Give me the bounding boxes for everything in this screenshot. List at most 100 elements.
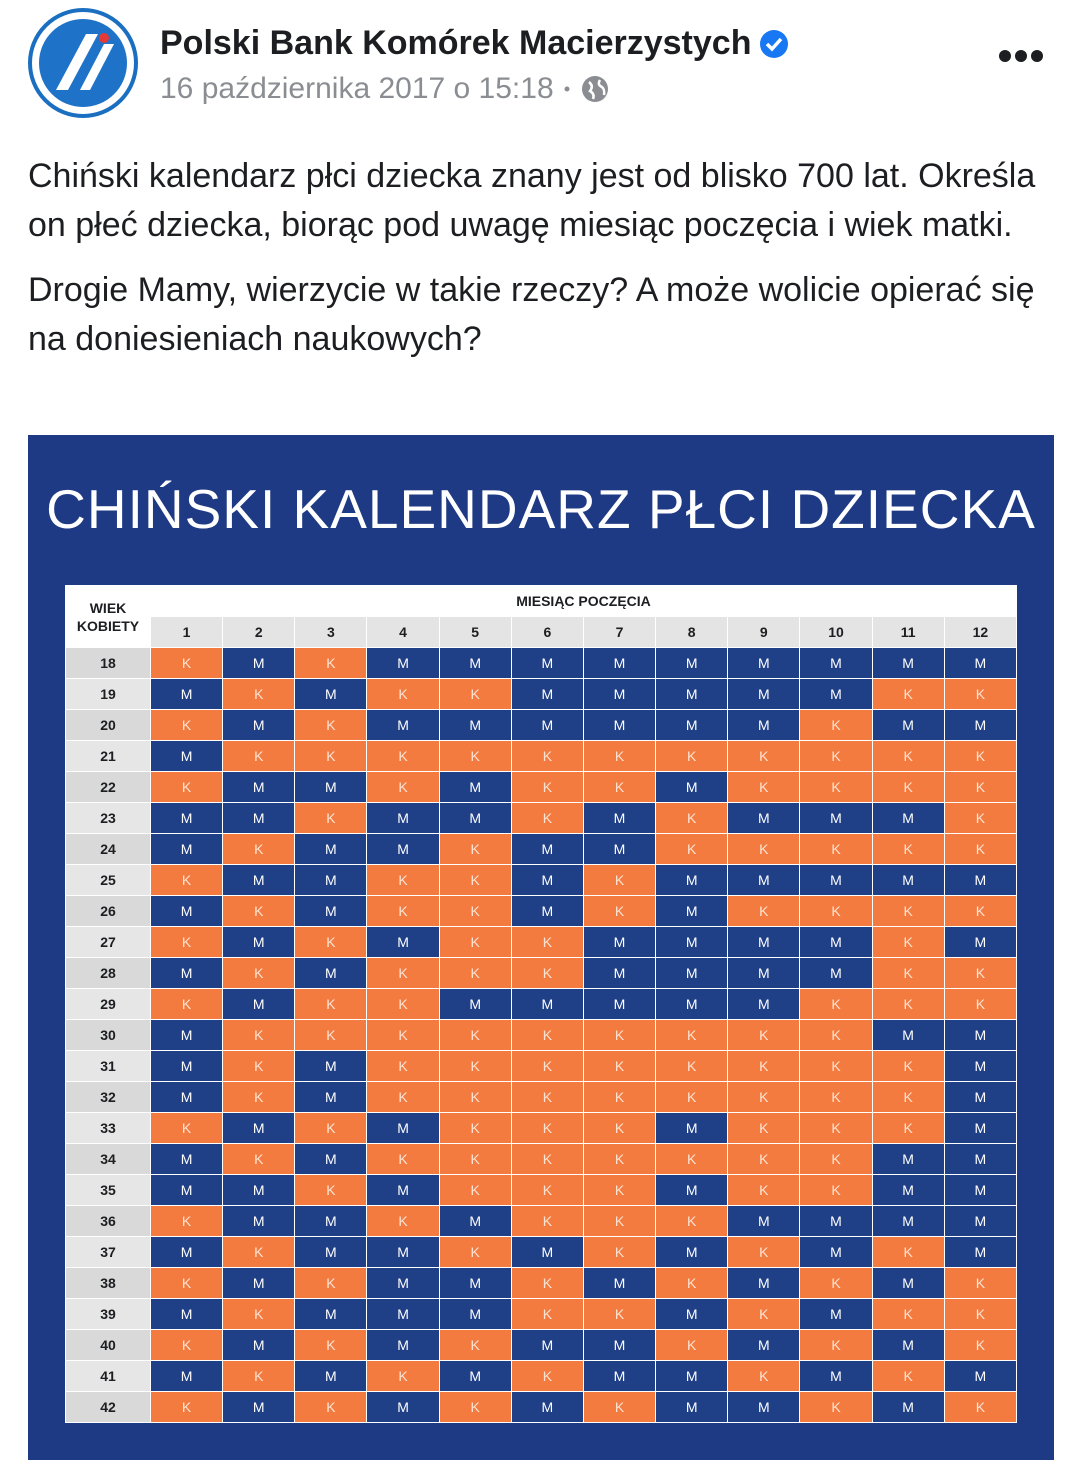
avatar[interactable]	[28, 8, 138, 118]
age-row: 33 K M K M K K K M K K K M	[65, 1112, 1018, 1144]
cell: M	[943, 1236, 1018, 1268]
cell: M	[149, 1174, 224, 1206]
name-row: Polski Bank Komórek Macierzystych	[160, 24, 789, 63]
cell: M	[727, 926, 801, 958]
cell: M	[149, 1081, 224, 1113]
cell: M	[366, 1112, 440, 1144]
age-row: 26 M K M K K M K M K K K K	[65, 895, 1018, 927]
cell: K	[366, 1360, 440, 1392]
cell: K	[510, 1081, 584, 1113]
cell: K	[294, 1329, 368, 1361]
cell: K	[871, 833, 945, 865]
cell: M	[438, 1298, 512, 1330]
cell: M	[727, 647, 801, 679]
cell: K	[582, 1391, 657, 1423]
post-image[interactable]: CHIŃSKI KALENDARZ PŁCI DZIECKA WIEK KOBIE…	[28, 435, 1054, 1460]
cell: K	[294, 926, 368, 958]
cell: K	[149, 1267, 224, 1299]
cell: K	[943, 988, 1018, 1020]
month-number: 3	[294, 616, 368, 648]
age-row: 39 M K M M M K K M K M K K	[65, 1298, 1018, 1330]
cell: M	[294, 1298, 368, 1330]
cell: M	[655, 771, 729, 803]
cell: M	[582, 802, 657, 834]
more-options[interactable]	[998, 48, 1044, 64]
cell: M	[655, 647, 729, 679]
cell: K	[582, 1236, 657, 1268]
age-row: 42 K M K M K M K M M K M K	[65, 1391, 1018, 1423]
cell: K	[438, 1143, 512, 1175]
page-name[interactable]: Polski Bank Komórek Macierzystych	[160, 24, 752, 62]
cell: K	[655, 1143, 729, 1175]
cell: K	[871, 1236, 945, 1268]
cell: M	[727, 802, 801, 834]
age: 25	[65, 864, 151, 896]
cell: M	[655, 1236, 729, 1268]
age: 32	[65, 1081, 151, 1113]
age-row: 35 M M K M K K K M K K M M	[65, 1174, 1018, 1206]
cell: M	[582, 647, 657, 679]
cell: M	[655, 864, 729, 896]
cell: M	[582, 1267, 657, 1299]
cell: K	[149, 1329, 224, 1361]
cell: M	[510, 833, 584, 865]
cell: K	[871, 1112, 945, 1144]
age: 30	[65, 1019, 151, 1051]
cell: K	[582, 1112, 657, 1144]
cell: M	[510, 864, 584, 896]
cell: M	[366, 1236, 440, 1268]
paragraph: Drogie Mamy, wierzycie w takie rzeczy? A…	[28, 271, 1035, 358]
cell: K	[799, 1050, 873, 1082]
age: 41	[65, 1360, 151, 1392]
cell: M	[582, 1329, 657, 1361]
cell: K	[943, 678, 1018, 710]
cell: M	[871, 709, 945, 741]
cell: M	[222, 1174, 296, 1206]
cell: M	[294, 957, 368, 989]
cell: K	[727, 1360, 801, 1392]
cell: K	[943, 833, 1018, 865]
cell: M	[943, 1112, 1018, 1144]
cell: M	[222, 647, 296, 679]
cell: M	[294, 864, 368, 896]
cell: M	[366, 1391, 440, 1423]
cell: K	[222, 1019, 296, 1051]
cell: K	[871, 957, 945, 989]
cell: M	[943, 1205, 1018, 1237]
age-row: 30 M K K K K K K K K K M M	[65, 1019, 1018, 1051]
cell: K	[438, 678, 512, 710]
cell: K	[149, 771, 224, 803]
cell: K	[582, 740, 657, 772]
cell: K	[799, 1112, 873, 1144]
cell: K	[655, 1205, 729, 1237]
cell: M	[510, 988, 584, 1020]
cell: K	[438, 1081, 512, 1113]
cell: K	[366, 771, 440, 803]
cell: K	[799, 895, 873, 927]
cell: K	[799, 771, 873, 803]
cell: K	[510, 771, 584, 803]
cell: K	[510, 802, 584, 834]
cell: K	[438, 957, 512, 989]
cell: K	[582, 895, 657, 927]
month-header: MIESIĄC POCZĘCIA	[150, 585, 1017, 617]
cell: M	[871, 1329, 945, 1361]
post-date[interactable]: 16 października 2017 o 15:18	[160, 72, 554, 105]
cell: M	[799, 1360, 873, 1392]
age: 31	[65, 1050, 151, 1082]
cell: K	[510, 1143, 584, 1175]
cell: K	[510, 1298, 584, 1330]
cell: K	[438, 1050, 512, 1082]
cell: K	[366, 957, 440, 989]
cell: M	[727, 1391, 801, 1423]
cell: K	[943, 802, 1018, 834]
cell: M	[799, 1236, 873, 1268]
cell: M	[366, 833, 440, 865]
calendar-table: WIEK KOBIETY MIESIĄC POCZĘCIA 1 2 3 4 5 6 7 8 9 10 11…	[65, 585, 1018, 1423]
cell: M	[727, 1205, 801, 1237]
cell: M	[655, 957, 729, 989]
cell: M	[149, 1143, 224, 1175]
cell: K	[438, 740, 512, 772]
cell: M	[655, 988, 729, 1020]
cell: K	[438, 864, 512, 896]
